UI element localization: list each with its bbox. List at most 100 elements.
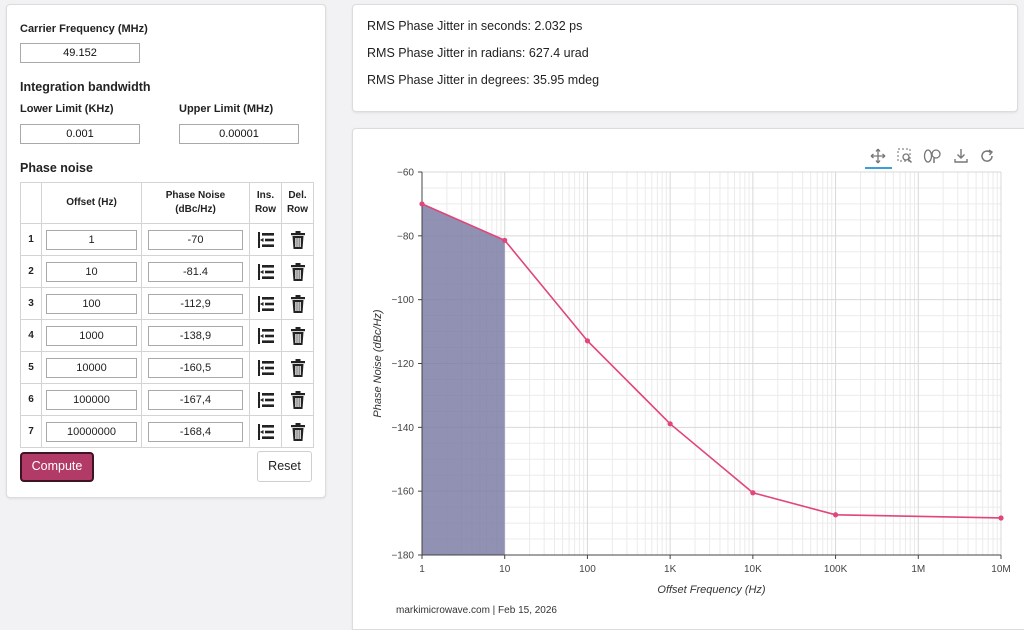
offset-input[interactable]: 10000000: [46, 421, 137, 442]
table-row: 2 10 -81.4: [20, 255, 314, 288]
phase-noise-input[interactable]: -167,4: [148, 389, 243, 410]
carrier-frequency-label: Carrier Frequency (MHz): [20, 23, 148, 35]
phase-noise-cell: -70: [141, 223, 250, 256]
chart-footer: markimicrowave.com | Feb 15, 2026: [396, 605, 557, 616]
data-point: [667, 421, 673, 427]
trash-icon[interactable]: [282, 390, 313, 410]
delete-header-label-1: Del.: [288, 190, 307, 201]
table-row: 3 100 -112,9: [20, 287, 314, 320]
x-tick-label: 1: [419, 564, 425, 575]
offset-input[interactable]: 1: [46, 229, 137, 250]
table-header-row: Offset (Hz) Phase Noise (dBc/Hz) Ins. Row …: [20, 182, 314, 224]
delete-row-cell: [281, 255, 314, 288]
phase-noise-cell: -112,9: [141, 287, 250, 320]
y-tick-label: −140: [391, 423, 414, 434]
data-point: [502, 237, 508, 243]
offset-cell: 10000: [41, 351, 142, 384]
delete-row-cell: [281, 383, 314, 416]
insert-header-label-2: Row: [254, 204, 277, 215]
delete-row-header: Del. Row: [281, 182, 314, 224]
insert-row-icon[interactable]: [250, 262, 281, 282]
lower-limit-input[interactable]: 0.001: [20, 124, 140, 144]
insert-row-cell: [249, 351, 282, 384]
pan-icon[interactable]: [869, 147, 887, 165]
insert-row-cell: [249, 383, 282, 416]
insert-row-header: Ins. Row: [249, 182, 282, 224]
trash-icon[interactable]: [282, 422, 313, 442]
phase-noise-header-label-1: Phase Noise: [165, 190, 226, 201]
jitter-seconds-text: RMS Phase Jitter in seconds: 2.032 ps: [367, 19, 583, 33]
table-row: 7 10000000 -168,4: [20, 415, 314, 448]
wheel-zoom-icon[interactable]: [923, 147, 943, 165]
y-tick-label: −120: [391, 359, 414, 370]
phase-noise-input[interactable]: -138,9: [148, 325, 243, 346]
save-icon[interactable]: [952, 147, 970, 165]
trash-icon[interactable]: [282, 294, 313, 314]
table-row: 1 1 -70: [20, 223, 314, 256]
offset-input[interactable]: 10: [46, 261, 137, 282]
insert-row-cell: [249, 223, 282, 256]
phase-noise-cell: -160,5: [141, 351, 250, 384]
row-number: 6: [20, 383, 42, 416]
trash-icon[interactable]: [282, 230, 313, 250]
y-axis-label: Phase Noise (dBc/Hz): [372, 309, 384, 418]
upper-limit-label: Upper Limit (MHz): [179, 103, 274, 115]
insert-row-icon[interactable]: [250, 390, 281, 410]
reset-icon[interactable]: [978, 147, 996, 165]
lower-limit-label: Lower Limit (KHz): [20, 103, 114, 115]
x-tick-label: 1K: [664, 564, 677, 575]
integration-bandwidth-heading: Integration bandwidth: [20, 80, 151, 94]
trash-icon[interactable]: [282, 358, 313, 378]
row-number: 7: [20, 415, 42, 448]
insert-row-icon[interactable]: [250, 358, 281, 378]
data-point: [998, 515, 1004, 521]
phase-noise-chart[interactable]: 1 10 100 1K 10K 100K 1M 10M −60 −80 −100 −120 −140 −1…: [353, 129, 1024, 623]
row-number: 2: [20, 255, 42, 288]
compute-button[interactable]: Compute: [20, 452, 94, 482]
y-tick-label: −60: [397, 168, 414, 179]
offset-input[interactable]: 100: [46, 293, 137, 314]
x-tick-label: 1M: [911, 564, 925, 575]
delete-row-cell: [281, 287, 314, 320]
carrier-frequency-input[interactable]: 49.152: [20, 43, 140, 63]
phase-noise-input[interactable]: -81.4: [148, 261, 243, 282]
delete-row-cell: [281, 415, 314, 448]
results-panel: RMS Phase Jitter in seconds: 2.032 ps RM…: [352, 4, 1018, 112]
row-number: 5: [20, 351, 42, 384]
delete-row-cell: [281, 319, 314, 352]
x-tick-label: 10K: [744, 564, 762, 575]
phase-noise-cell: -167,4: [141, 383, 250, 416]
insert-row-cell: [249, 255, 282, 288]
phase-noise-cell: -81.4: [141, 255, 250, 288]
row-number: 4: [20, 319, 42, 352]
phase-noise-cell: -138,9: [141, 319, 250, 352]
offset-input[interactable]: 100000: [46, 389, 137, 410]
trash-icon[interactable]: [282, 262, 313, 282]
jitter-degrees-text: RMS Phase Jitter in degrees: 35.95 mdeg: [367, 73, 600, 87]
insert-header-label-1: Ins.: [256, 190, 275, 201]
y-tick-label: −100: [391, 295, 414, 306]
integration-area: [422, 203, 505, 555]
x-axis-label: Offset Frequency (Hz): [657, 584, 766, 596]
phase-noise-input[interactable]: -112,9: [148, 293, 243, 314]
input-panel: Carrier Frequency (MHz) 49.152 Integrati…: [6, 4, 326, 498]
y-tick-label: −160: [391, 487, 414, 498]
phase-noise-input[interactable]: -168,4: [148, 421, 243, 442]
offset-input[interactable]: 10000: [46, 357, 137, 378]
active-tool-indicator: [865, 167, 892, 169]
table-row: 6 100000 -167,4: [20, 383, 314, 416]
insert-row-cell: [249, 415, 282, 448]
box-zoom-icon[interactable]: [896, 147, 914, 165]
trash-icon[interactable]: [282, 326, 313, 346]
phase-noise-input[interactable]: -70: [148, 229, 243, 250]
insert-row-icon[interactable]: [250, 326, 281, 346]
reset-button[interactable]: Reset: [257, 451, 312, 482]
offset-header-label: Offset (Hz): [66, 197, 117, 208]
offset-input[interactable]: 1000: [46, 325, 137, 346]
insert-row-icon[interactable]: [250, 230, 281, 250]
data-point: [419, 201, 425, 207]
insert-row-icon[interactable]: [250, 422, 281, 442]
insert-row-icon[interactable]: [250, 294, 281, 314]
phase-noise-input[interactable]: -160,5: [148, 357, 243, 378]
upper-limit-input[interactable]: 0.00001: [179, 124, 299, 144]
